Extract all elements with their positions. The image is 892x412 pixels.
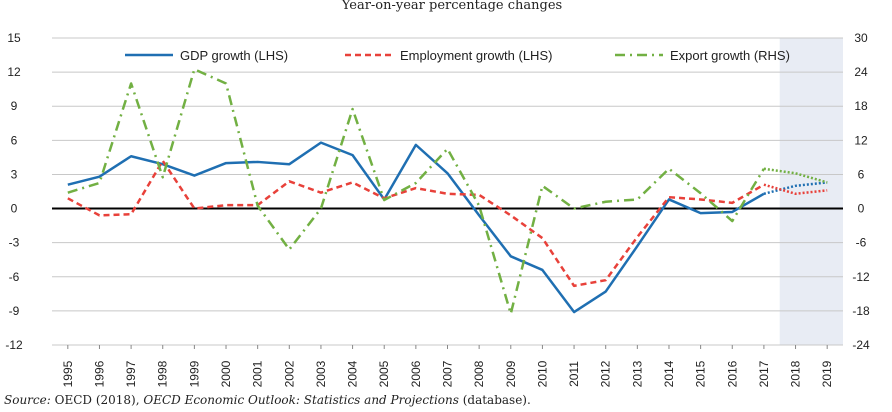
source-text-italic: OECD Economic Outlook: Statistics and Pr… bbox=[143, 393, 459, 407]
source-text-1: OECD (2018), bbox=[54, 393, 144, 407]
source-label: Source: bbox=[4, 393, 51, 407]
x-tick-label: 2019 bbox=[820, 360, 834, 387]
chart-subtitle: Year-on-year percentage changes bbox=[341, 0, 562, 13]
x-axis-ticks: 1995 1996 1997 1998 1999 2000 2001 2002 2003 2004… bbox=[61, 345, 834, 387]
right-tick-label: -24 bbox=[852, 338, 870, 352]
x-tick-label: 2017 bbox=[757, 360, 771, 387]
series-line bbox=[67, 159, 765, 288]
legend: GDP growth (LHS) Employment growth (LHS) E… bbox=[125, 48, 790, 63]
x-tick-label: 1995 bbox=[61, 360, 75, 387]
x-tick-label: 2001 bbox=[251, 360, 265, 387]
source-text-2: (database). bbox=[458, 393, 531, 407]
series-employment-growth-lhs bbox=[67, 159, 828, 288]
right-tick-label: -12 bbox=[852, 270, 870, 284]
series-line bbox=[67, 68, 765, 315]
left-tick-label: -3 bbox=[9, 236, 20, 250]
legend-item: GDP growth (LHS) bbox=[125, 48, 288, 63]
x-tick-label: 2015 bbox=[694, 360, 708, 387]
legend-item: Export growth (RHS) bbox=[615, 48, 790, 63]
right-tick-label: 24 bbox=[854, 65, 868, 79]
right-axis-ticks: 30 24 18 12 6 0 -6 -12 -18 -24 bbox=[852, 31, 870, 352]
left-tick-label: -6 bbox=[9, 270, 20, 284]
gridlines bbox=[52, 37, 843, 346]
x-tick-label: 2006 bbox=[409, 360, 423, 387]
series-lines bbox=[67, 68, 828, 315]
x-tick-label: 1998 bbox=[156, 360, 170, 387]
left-tick-label: -12 bbox=[5, 338, 23, 352]
left-tick-label: 6 bbox=[11, 133, 18, 147]
left-tick-label: -9 bbox=[9, 304, 20, 318]
left-tick-label: 9 bbox=[11, 99, 18, 113]
series-line bbox=[67, 141, 765, 314]
x-tick-label: 2014 bbox=[662, 360, 676, 387]
left-tick-label: 15 bbox=[7, 31, 21, 45]
x-tick-label: 2004 bbox=[346, 360, 360, 387]
x-tick-label: 1997 bbox=[124, 360, 138, 387]
x-tick-label: 2013 bbox=[630, 360, 644, 387]
left-axis-ticks: 15 12 9 6 3 0 -3 -6 -9 -12 bbox=[5, 31, 23, 352]
source-note: Source: OECD (2018), OECD Economic Outlo… bbox=[4, 393, 531, 407]
right-tick-label: -18 bbox=[852, 304, 870, 318]
series-export-growth-rhs bbox=[67, 68, 828, 315]
x-tick-label: 2009 bbox=[504, 360, 518, 387]
series-gdp-growth-lhs bbox=[67, 141, 828, 314]
x-tick-label: 2018 bbox=[789, 360, 803, 387]
right-tick-label: 0 bbox=[858, 202, 865, 216]
x-tick-label: 2003 bbox=[314, 360, 328, 387]
series-projection-line bbox=[763, 183, 828, 196]
x-tick-label: 2002 bbox=[282, 360, 296, 387]
right-tick-label: -6 bbox=[856, 236, 867, 250]
series-projection-line bbox=[763, 167, 828, 184]
x-tick-label: 1996 bbox=[92, 360, 106, 387]
legend-label: GDP growth (LHS) bbox=[180, 48, 288, 63]
x-tick-label: 2016 bbox=[725, 360, 739, 387]
x-tick-label: 2011 bbox=[567, 361, 581, 387]
right-tick-label: 6 bbox=[858, 167, 865, 181]
left-tick-label: 0 bbox=[11, 202, 18, 216]
x-tick-label: 2007 bbox=[441, 360, 455, 387]
x-tick-label: 2010 bbox=[535, 360, 549, 387]
right-tick-label: 18 bbox=[854, 99, 868, 113]
x-tick-label: 1999 bbox=[187, 360, 201, 387]
x-tick-label: 2012 bbox=[599, 360, 613, 387]
legend-label: Export growth (RHS) bbox=[670, 48, 790, 63]
right-tick-label: 12 bbox=[854, 133, 868, 147]
right-tick-label: 30 bbox=[854, 31, 868, 45]
x-tick-label: 2005 bbox=[377, 360, 391, 387]
left-tick-label: 12 bbox=[7, 65, 21, 79]
x-tick-label: 2000 bbox=[219, 360, 233, 387]
legend-label: Employment growth (LHS) bbox=[400, 48, 552, 63]
legend-item: Employment growth (LHS) bbox=[345, 48, 552, 63]
left-tick-label: 3 bbox=[11, 167, 18, 181]
x-tick-label: 2008 bbox=[472, 360, 486, 387]
series-projection-line bbox=[763, 181, 828, 195]
